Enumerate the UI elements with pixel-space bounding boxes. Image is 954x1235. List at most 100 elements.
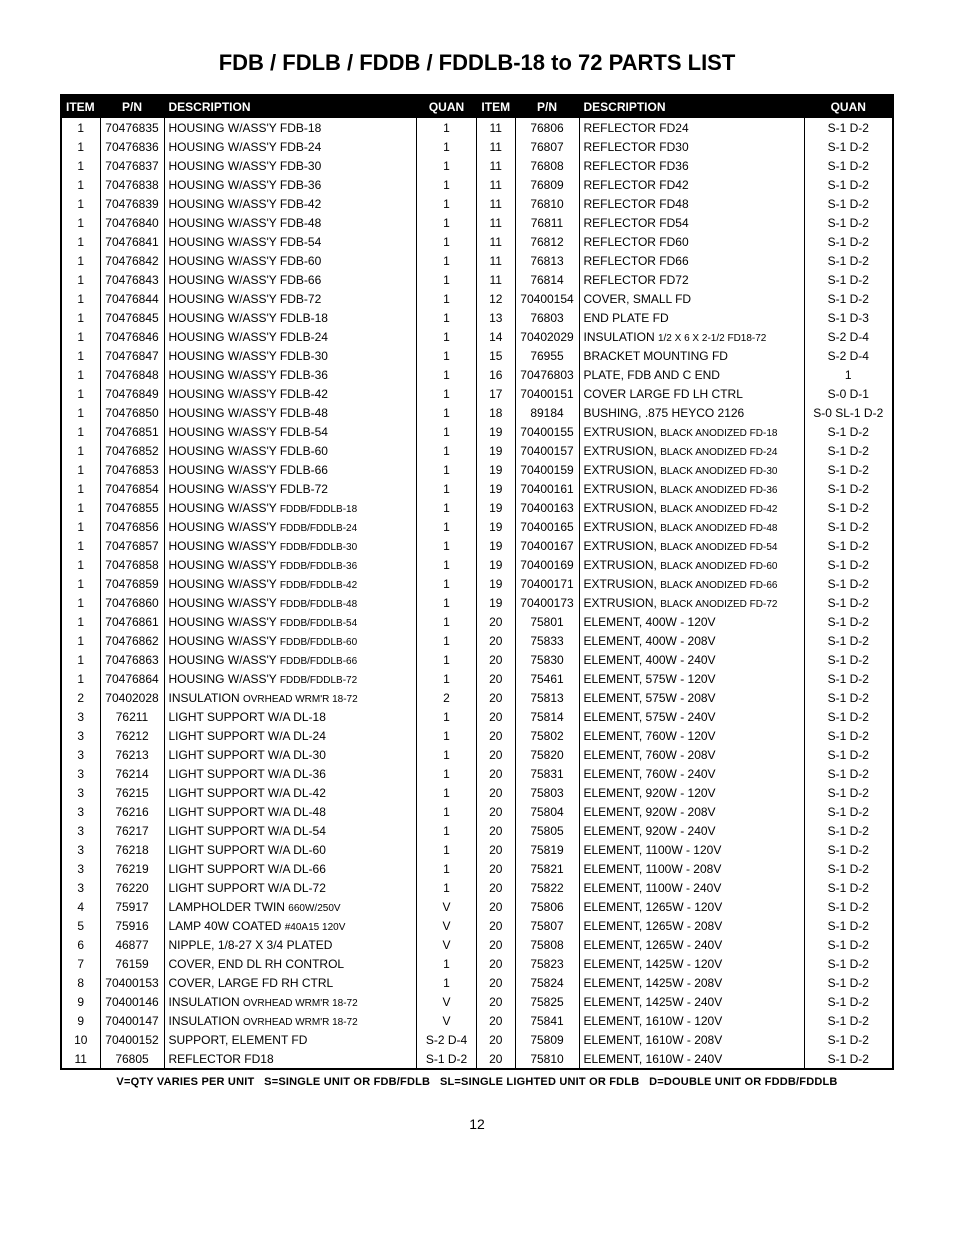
cell-pn: 70400157: [515, 441, 579, 460]
cell-description: LIGHT SUPPORT W/A DL-54: [164, 821, 417, 840]
cell-description: HOUSING W/ASS'Y FDDB/FDDLB-42: [164, 574, 417, 593]
cell-pn: 70476847: [100, 346, 164, 365]
cell-pn: 70476839: [100, 194, 164, 213]
table-row: 1770400151COVER LARGE FD LH CTRLS-0 D-1: [477, 384, 892, 403]
table-row: 170476849HOUSING W/ASS'Y FDLB-421: [62, 384, 477, 403]
cell-quan: 1: [417, 384, 477, 403]
cell-pn: 70476845: [100, 308, 164, 327]
table-row: 2075830ELEMENT, 400W - 240VS-1 D-2: [477, 650, 892, 669]
cell-pn: 76807: [515, 137, 579, 156]
cell-description: ELEMENT, 575W - 240V: [579, 707, 804, 726]
table-row: 646877NIPPLE, 1/8-27 X 3/4 PLATEDV: [62, 935, 477, 954]
cell-item: 20: [477, 745, 515, 764]
cell-pn: 70400146: [100, 992, 164, 1011]
table-row: 170476842HOUSING W/ASS'Y FDB-601: [62, 251, 477, 270]
cell-item: 9: [62, 1011, 100, 1030]
cell-pn: 76806: [515, 118, 579, 137]
table-row: 970400146INSULATION OVRHEAD WRM'R 18-72V: [62, 992, 477, 1011]
cell-quan: 1: [417, 650, 477, 669]
cell-description: LIGHT SUPPORT W/A DL-30: [164, 745, 417, 764]
cell-description: COVER LARGE FD LH CTRL: [579, 384, 804, 403]
cell-item: 1: [62, 308, 100, 327]
cell-item: 7: [62, 954, 100, 973]
table-row: 1176813REFLECTOR FD66S-1 D-2: [477, 251, 892, 270]
description-sub: #40A15 120V: [285, 922, 346, 933]
cell-item: 11: [477, 137, 515, 156]
description-sub: BLACK ANODIZED FD-72: [660, 599, 777, 610]
cell-description: EXTRUSION, BLACK ANODIZED FD-66: [579, 574, 804, 593]
cell-quan: 1: [804, 365, 892, 384]
cell-quan: S-1 D-2: [804, 650, 892, 669]
col-description: DESCRIPTION: [164, 96, 417, 118]
table-row: 170476859HOUSING W/ASS'Y FDDB/FDDLB-421: [62, 574, 477, 593]
cell-quan: S-1 D-2: [804, 289, 892, 308]
cell-pn: 70400154: [515, 289, 579, 308]
cell-description: HOUSING W/ASS'Y FDDB/FDDLB-48: [164, 593, 417, 612]
cell-item: 1: [62, 327, 100, 346]
cell-item: 1: [62, 213, 100, 232]
cell-description: ELEMENT, 400W - 120V: [579, 612, 804, 631]
cell-quan: S-1 D-2: [804, 479, 892, 498]
cell-item: 1: [62, 194, 100, 213]
cell-item: 1: [62, 156, 100, 175]
cell-quan: 1: [417, 954, 477, 973]
cell-quan: S-1 D-2: [804, 992, 892, 1011]
cell-description: HOUSING W/ASS'Y FDDB/FDDLB-72: [164, 669, 417, 688]
cell-item: 2: [62, 688, 100, 707]
table-row: 170476857HOUSING W/ASS'Y FDDB/FDDLB-301: [62, 536, 477, 555]
cell-quan: 1: [417, 821, 477, 840]
cell-item: 13: [477, 308, 515, 327]
cell-item: 20: [477, 802, 515, 821]
cell-item: 1: [62, 346, 100, 365]
cell-description: EXTRUSION, BLACK ANODIZED FD-42: [579, 498, 804, 517]
cell-description: HOUSING W/ASS'Y FDB-42: [164, 194, 417, 213]
cell-item: 20: [477, 1030, 515, 1049]
cell-quan: S-1 D-2: [804, 783, 892, 802]
description-sub: FDDB/FDDLB-60: [280, 637, 357, 648]
cell-quan: V: [417, 935, 477, 954]
cell-description: END PLATE FD: [579, 308, 804, 327]
cell-quan: 1: [417, 213, 477, 232]
cell-description: INSULATION 1/2 X 6 X 2-1/2 FD18-72: [579, 327, 804, 346]
cell-pn: 75808: [515, 935, 579, 954]
cell-description: LIGHT SUPPORT W/A DL-24: [164, 726, 417, 745]
description-sub: FDDB/FDDLB-72: [280, 675, 357, 686]
cell-quan: S-0 SL-1 D-2: [804, 403, 892, 422]
table-row: 1970400159EXTRUSION, BLACK ANODIZED FD-3…: [477, 460, 892, 479]
description-sub: BLACK ANODIZED FD-42: [660, 504, 777, 515]
cell-description: ELEMENT, 400W - 208V: [579, 631, 804, 650]
cell-item: 20: [477, 973, 515, 992]
cell-quan: S-1 D-2: [804, 536, 892, 555]
table-row: 170476862HOUSING W/ASS'Y FDDB/FDDLB-601: [62, 631, 477, 650]
cell-pn: 75804: [515, 802, 579, 821]
cell-pn: 75814: [515, 707, 579, 726]
cell-pn: 70400167: [515, 536, 579, 555]
cell-quan: S-1 D-2: [804, 954, 892, 973]
cell-pn: 70476844: [100, 289, 164, 308]
table-row: 170476848HOUSING W/ASS'Y FDLB-361: [62, 365, 477, 384]
parts-list-table: ITEM P/N DESCRIPTION QUAN 170476835HOUSI…: [60, 94, 894, 1070]
description-sub: OVRHEAD WRM'R 18-72: [243, 694, 358, 705]
page-title: FDB / FDLB / FDDB / FDDLB-18 to 72 PARTS…: [60, 50, 894, 76]
table-row: 2075822ELEMENT, 1100W - 240VS-1 D-2: [477, 878, 892, 897]
cell-quan: 1: [417, 726, 477, 745]
description-sub: BLACK ANODIZED FD-54: [660, 542, 777, 553]
table-row: 870400153COVER, LARGE FD RH CTRL1: [62, 973, 477, 992]
table-row: 2075801ELEMENT, 400W - 120VS-1 D-2: [477, 612, 892, 631]
cell-description: HOUSING W/ASS'Y FDDB/FDDLB-60: [164, 631, 417, 650]
cell-pn: 75822: [515, 878, 579, 897]
table-row: 1670476803PLATE, FDB AND C END1: [477, 365, 892, 384]
cell-description: LIGHT SUPPORT W/A DL-48: [164, 802, 417, 821]
cell-description: LIGHT SUPPORT W/A DL-72: [164, 878, 417, 897]
cell-description: ELEMENT, 575W - 208V: [579, 688, 804, 707]
table-row: 170476836HOUSING W/ASS'Y FDB-241: [62, 137, 477, 156]
cell-quan: V: [417, 1011, 477, 1030]
description-sub: BLACK ANODIZED FD-24: [660, 447, 777, 458]
cell-item: 3: [62, 878, 100, 897]
cell-quan: S-1 D-2: [804, 441, 892, 460]
cell-quan: S-1 D-2: [804, 593, 892, 612]
table-row: 1176814REFLECTOR FD72S-1 D-2: [477, 270, 892, 289]
cell-item: 8: [62, 973, 100, 992]
cell-item: 1: [62, 251, 100, 270]
cell-description: HOUSING W/ASS'Y FDB-66: [164, 270, 417, 289]
